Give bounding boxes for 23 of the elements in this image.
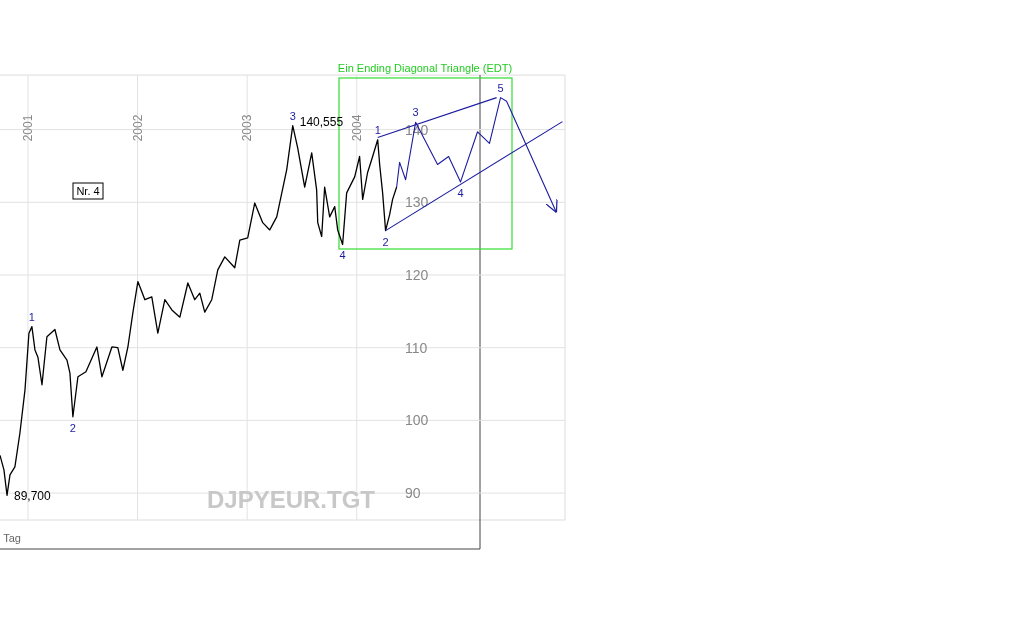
text: Tag <box>3 532 21 544</box>
y-tick-label: 110 <box>405 339 428 356</box>
annotation: 4 <box>339 249 346 262</box>
y-tick-label: 100 <box>405 412 429 429</box>
x-tick-label: 2002 <box>130 114 145 142</box>
y-tick-label: 120 <box>405 267 429 283</box>
x-tick-label: 2004 <box>349 114 364 142</box>
annotation: 2 <box>382 235 389 248</box>
annotation: 1 <box>28 310 35 323</box>
x-tick-label: 2001 <box>20 114 35 142</box>
annotation: 3 <box>412 106 419 119</box>
chart-title: Ein Ending Diagonal Triangle (EDT) <box>337 62 513 74</box>
annotation: 4 <box>457 186 464 199</box>
annotation: 2 <box>69 421 76 434</box>
y-tick-label: 130 <box>405 194 429 211</box>
annotation: 1 <box>374 123 381 136</box>
annotation: 5 <box>497 81 504 94</box>
annotation: Nr. 4 <box>76 185 100 197</box>
annotation: 3 <box>289 109 296 122</box>
y-tick-label: 90 <box>405 485 421 502</box>
x-tick-label: 2003 <box>240 114 255 142</box>
annotation: 89,700 <box>14 489 52 504</box>
annotation: 140,555 <box>299 114 344 129</box>
